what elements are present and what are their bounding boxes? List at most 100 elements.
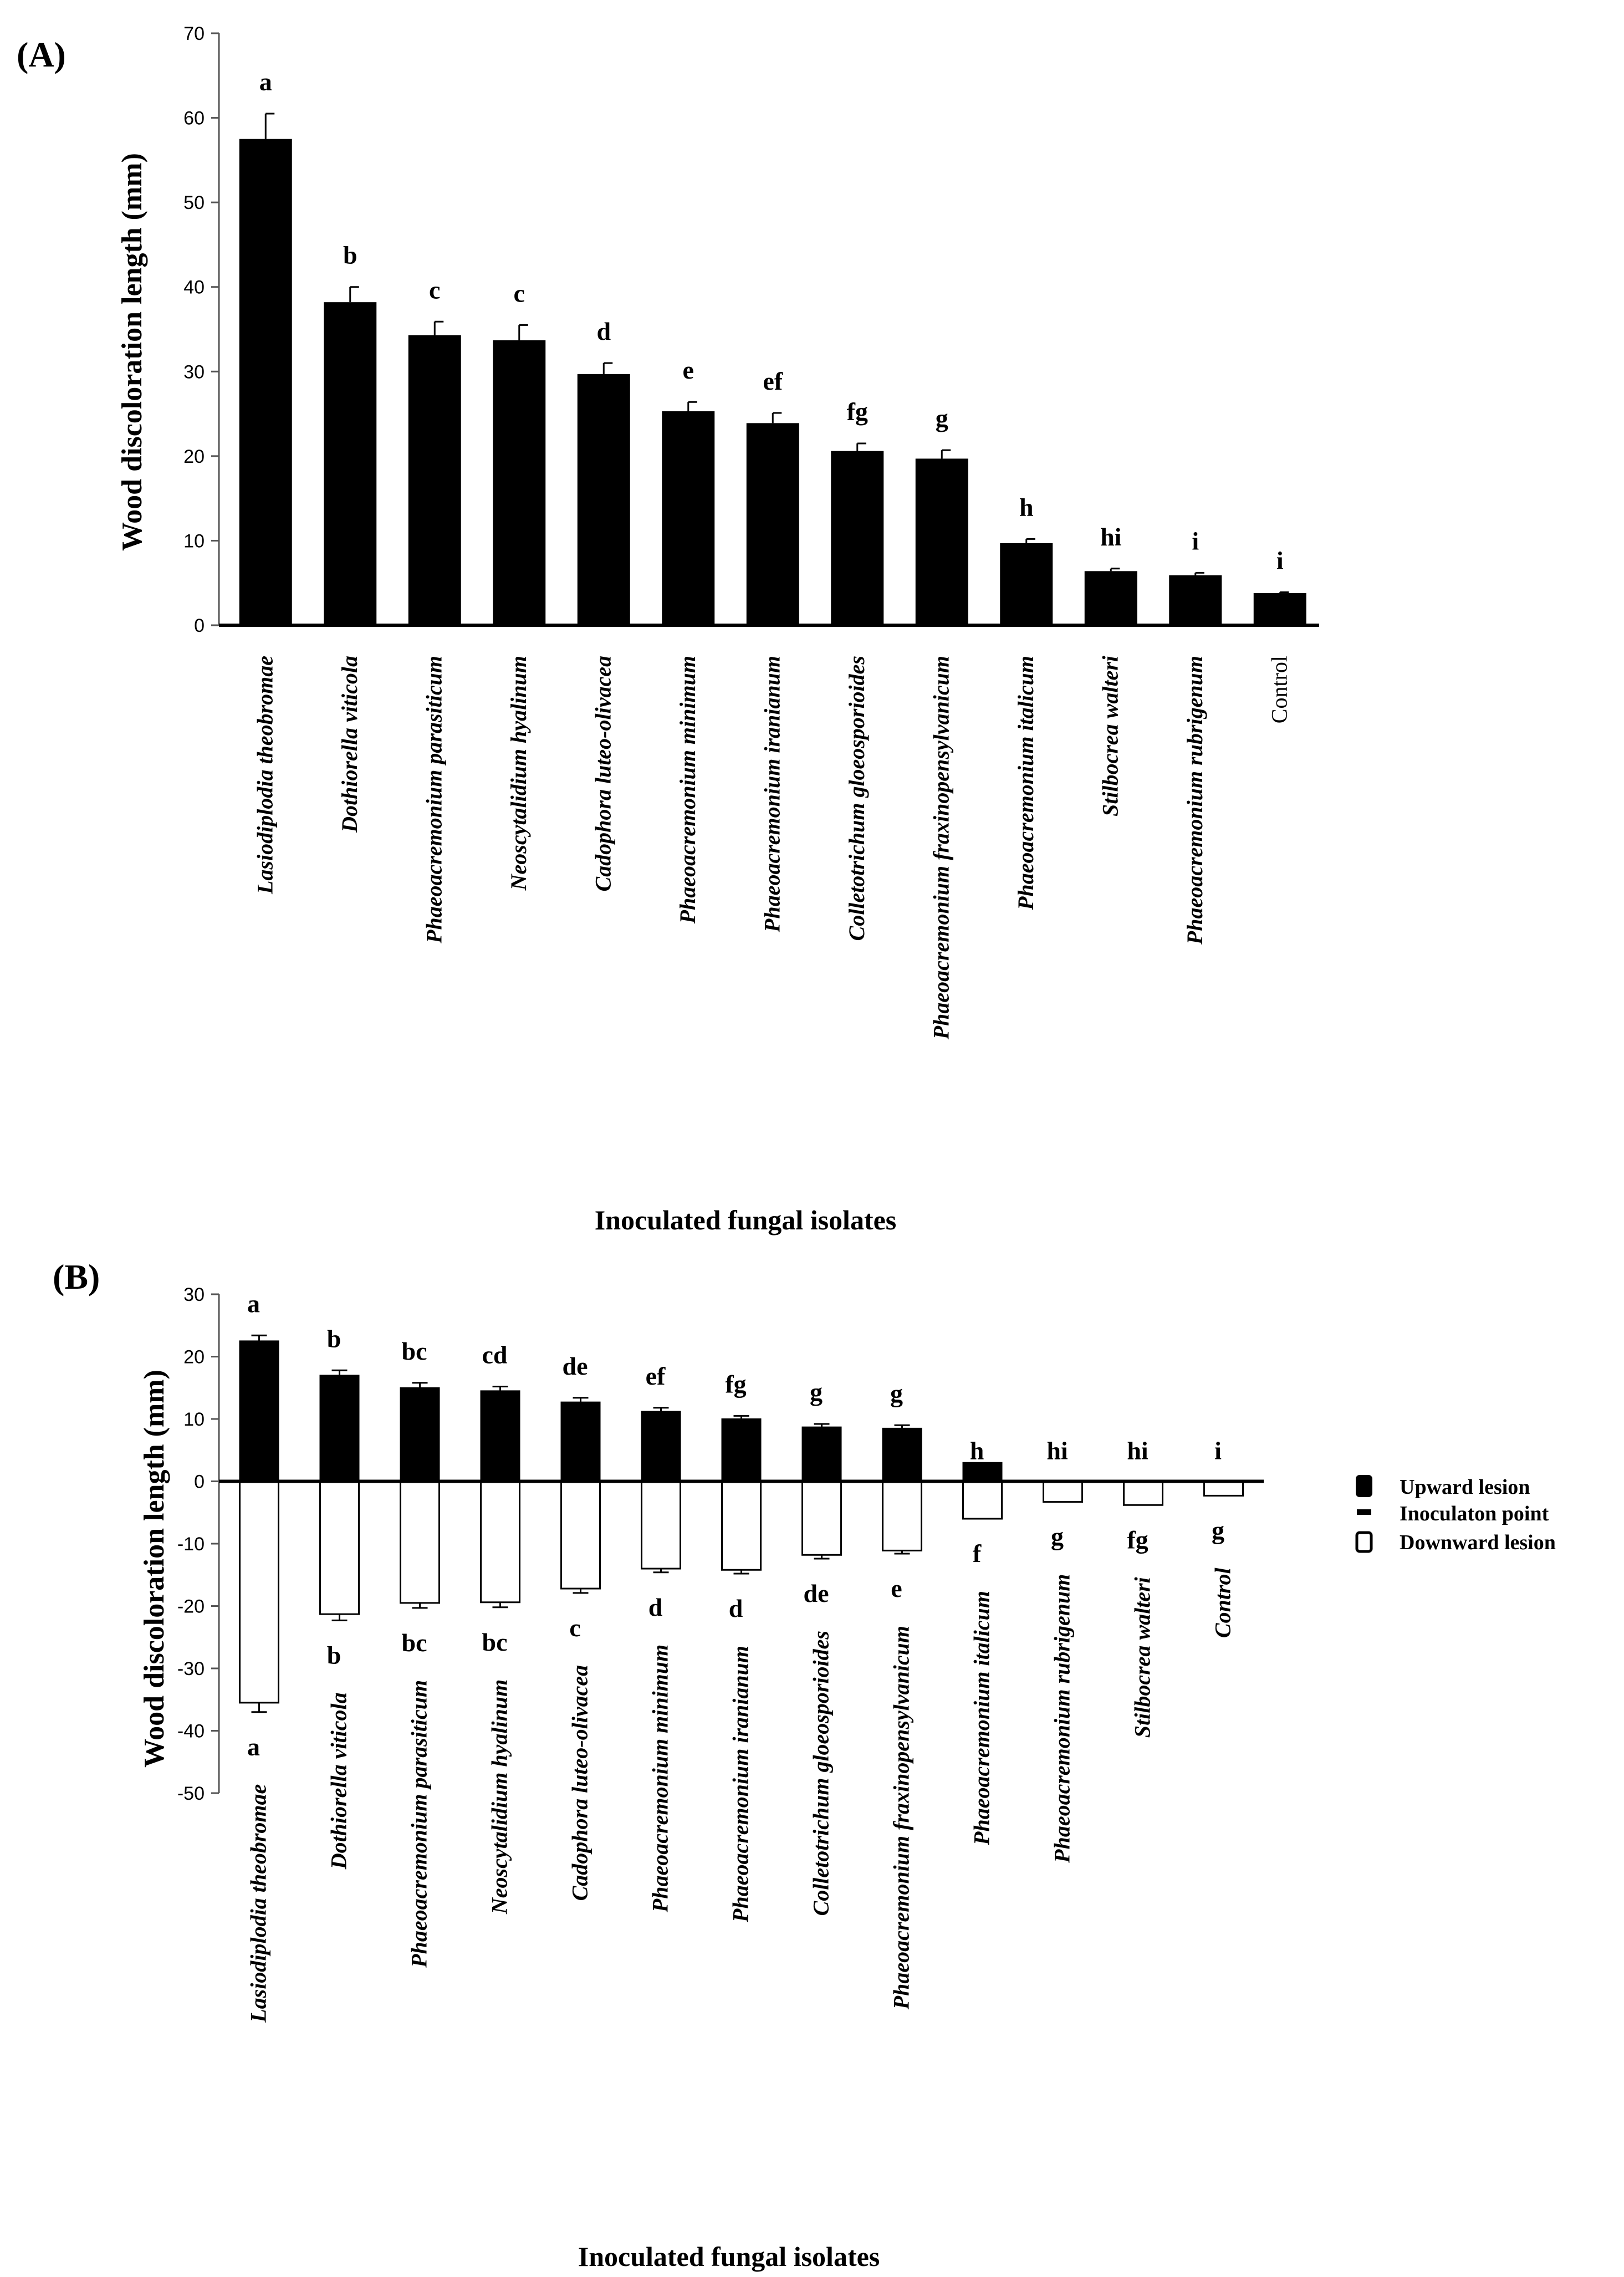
panel-b-category-label: Phaeoacremonium minimum (648, 1645, 673, 1913)
panel-a-ytick-label: 30 (183, 361, 205, 382)
panel-b-downward-sig-letter: d (729, 1594, 743, 1622)
panel-b-upward-bar (319, 1375, 360, 1482)
panel-b-ytick-label: -10 (177, 1534, 205, 1555)
panel-a-ytick-label: 0 (194, 615, 205, 636)
panel-a-xlabel: Inoculated fungal isolates (595, 1204, 897, 1235)
panel-b-category-label: Stilbocrea walteri (1130, 1577, 1155, 1738)
legend-swatch-upward (1356, 1475, 1372, 1497)
panel-b-upward-bar (801, 1426, 842, 1482)
panel-b-category-label: Phaeoacremonium parasiticum (407, 1680, 432, 1968)
panel-b-category-label: Phaeoacremonium iranianum (728, 1646, 753, 1923)
panel-a-bar (746, 423, 799, 625)
panel-b-upward-bar (560, 1401, 601, 1482)
panel-a-bar (577, 374, 630, 625)
panel-b-downward-sig-letter: bc (402, 1628, 427, 1657)
panel-b-downward-sig-letter: e (891, 1574, 902, 1602)
panel-b-upward-bar (882, 1427, 922, 1482)
panel-a-category-label: Lasiodiplodia theobromae (252, 656, 277, 895)
panel-a-category-label: Phaeoacremonium parasiticum (421, 656, 446, 944)
panel-b-downward-bar (641, 1480, 681, 1570)
panel-b-category-label: Lasiodiplodia theobromae (246, 1784, 271, 2023)
panel-a-category-label: Phaeoacremonium rubrigenum (1182, 656, 1207, 945)
panel-b-category-label: Cadophora luteo-olivacea (568, 1665, 593, 1901)
panel-b-upward-sig-letter: b (327, 1324, 341, 1352)
panel-b-category-label: Phaeoacremonium italicum (969, 1591, 994, 1846)
legend-label-upward: Upward lesion (1400, 1476, 1530, 1499)
panel-b-downward-bar (1203, 1480, 1244, 1497)
panel-a-sig-letter: i (1192, 527, 1199, 555)
panel-a-category-label: Cadophora luteo-olivacea (590, 656, 615, 892)
panel-b-downward-bar (721, 1480, 762, 1571)
panel-b-downward-bar (882, 1480, 922, 1551)
panel-a-sig-letter: b (343, 241, 358, 269)
panel-b-downward-bar (319, 1480, 360, 1615)
panel-b-downward-bar (962, 1480, 1003, 1520)
panel-b-downward-sig-letter: b (327, 1641, 341, 1669)
panel-a-category-label: Control (1266, 656, 1291, 723)
panel-a-label: (A) (17, 35, 66, 74)
panel-b-category-label: Colletotrichum gloeosporioides (809, 1631, 834, 1916)
panel-a-bar (324, 302, 377, 625)
panel-b-ytick-label: -20 (177, 1596, 205, 1617)
panel-b-downward-sig-letter: f (973, 1539, 982, 1568)
panel-b-upward-bar (480, 1390, 520, 1482)
panel-b-ytick-label: -40 (177, 1721, 205, 1742)
panel-b-downward-sig-letter: d (648, 1593, 663, 1621)
panel-a-sig-letter: h (1019, 493, 1034, 521)
panel-a-sig-letter: c (514, 279, 525, 307)
panel-b-category-label: Phaeoacremonium rubrigenum (1050, 1574, 1075, 1864)
panel-b-upward-sig-letter: cd (482, 1341, 508, 1369)
panel-b-downward-sig-letter: g (1051, 1523, 1064, 1551)
panel-a-ytick-label: 10 (183, 530, 205, 552)
panel-a-ytick-label: 60 (183, 108, 205, 129)
panel-a-ylabel: Wood discoloration length (mm) (116, 153, 148, 551)
panel-b-legend: Upward lesion Inoculaton point Downward … (1355, 1475, 1556, 1554)
panel-a-bar (1169, 575, 1222, 625)
panel-a-bar (831, 451, 884, 625)
panel-b-ytick-label: 20 (183, 1347, 205, 1368)
panel-a-ytick-label: 70 (183, 23, 205, 44)
panel-b-upward-sig-letter: g (890, 1379, 903, 1407)
panel-b-category-label: Control (1211, 1567, 1235, 1638)
panel-a-ytick-label: 50 (183, 192, 205, 213)
panel-b-downward-bar (239, 1480, 279, 1704)
panel-a-sig-letter: i (1276, 546, 1284, 574)
panel-a-bar (239, 139, 292, 625)
panel-b-xlabel: Inoculated fungal isolates (578, 2241, 880, 2272)
panel-a-ytick-label: 20 (183, 446, 205, 467)
legend-swatch-inoculation (1357, 1509, 1371, 1515)
panel-b-label: (B) (53, 1257, 100, 1296)
panel-a-bar (1000, 543, 1053, 625)
panel-b-upward-sig-letter: fg (725, 1370, 746, 1398)
panel-b-ytick-label: 0 (194, 1472, 205, 1493)
panel-b-downward-bar (560, 1480, 601, 1590)
panel-b-downward-bar (1123, 1480, 1163, 1506)
panel-b-downward-sig-letter: a (247, 1733, 260, 1761)
panel-b-downward-bar (480, 1480, 520, 1604)
panel-b-plot: -50 -40 -30 -20 -10 0 10 20 30 a a Lasiodiplodia th… (177, 1284, 1264, 2023)
panel-b-upward-sig-letter: i (1214, 1437, 1222, 1465)
panel-a-category-label: Phaeoacremonium minimum (675, 656, 700, 924)
panel-a-category-label: Phaeoacremonium italicum (1013, 656, 1038, 911)
panel-b-downward-bar (400, 1480, 440, 1604)
panel-b-upward-bar (239, 1340, 279, 1482)
legend-label-inoculation: Inoculaton point (1400, 1502, 1549, 1525)
panel-b-ytick-label: 30 (183, 1284, 205, 1305)
panel-b-upward-sig-letter: hi (1046, 1437, 1068, 1465)
panel-a-sig-letter: d (596, 317, 611, 345)
panel-b-upward-bar (962, 1462, 1003, 1482)
panel-b-category-label: Phaeoacremonium fraxinopensylvanicum (889, 1626, 914, 2010)
panel-b-upward-sig-letter: a (247, 1289, 260, 1318)
panel-a-bar (1253, 593, 1306, 625)
panel-a-sig-letter: e (683, 356, 694, 384)
panel-b-category-label: Dothiorella viticola (326, 1692, 351, 1870)
legend-label-downward: Downward lesion (1400, 1531, 1556, 1554)
panel-a-bar (662, 411, 715, 625)
panel-a-sig-letter: fg (847, 397, 868, 426)
panel-a-category-label: Phaeoacremonium fraxinopensylvanicum (928, 656, 953, 1040)
panel-b-downward-sig-letter: g (1212, 1516, 1224, 1544)
panel-a-sig-letter: a (259, 68, 272, 96)
panel-b-upward-sig-letter: g (810, 1378, 823, 1406)
panel-a-sig-letter: g (936, 404, 948, 432)
